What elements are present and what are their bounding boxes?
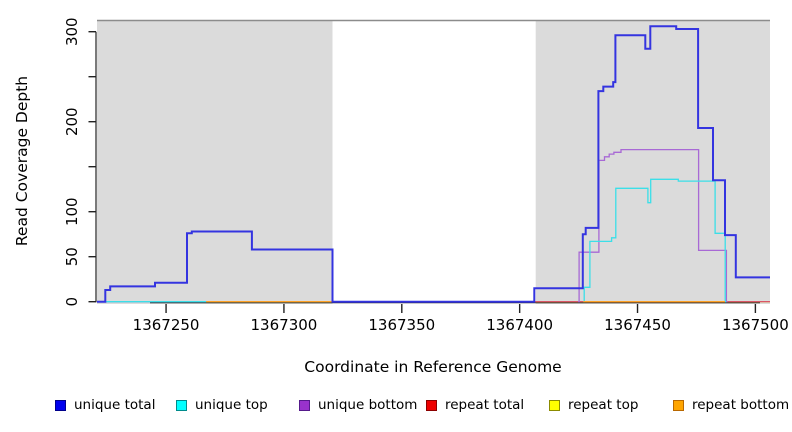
legend-item: repeat top [549,396,638,414]
legend-swatch-icon [673,399,684,411]
x-tick-label: 1367350 [368,316,435,334]
y-tick-label: 200 [63,107,81,136]
legend-label: repeat bottom [692,397,790,413]
x-tick-label: 1367400 [486,316,553,334]
series-lines [97,25,770,303]
shaded-regions [97,20,770,304]
legend-label: unique total [74,397,156,413]
legend-item: unique top [176,396,268,414]
shaded-region [97,20,333,304]
shaded-region [535,20,770,304]
series-line-unique-top [583,178,727,303]
y-tick-label: 50 [63,247,81,266]
legend-swatch-icon [176,399,187,411]
legend-label: repeat top [568,397,639,413]
legend-swatch-icon [549,399,560,411]
y-tick-label: 100 [63,197,81,226]
legend: unique total unique top unique bottom repea… [0,396,792,420]
y-axis-title: Read Coverage Depth [13,76,31,246]
x-tick-label: 1367500 [722,316,789,334]
legend-label: unique top [195,397,268,413]
x-tick-label: 1367300 [251,316,318,334]
x-axis-title: Coordinate in Reference Genome [304,358,561,376]
legend-swatch-icon [55,399,66,411]
tick-labels: 1367250 1367300 1367350 1367400 1367450 13675… [63,17,789,334]
legend-label: unique bottom [318,397,418,413]
legend-swatch-icon [299,399,310,411]
y-tick-label: 0 [63,297,81,307]
chart-svg: 1367250 1367300 1367350 1367400 1367450 13675… [13,17,789,376]
legend-swatch-icon [426,399,437,411]
legend-item: unique total [55,396,155,414]
series-line-unique-bottom [578,148,728,303]
legend-item: repeat bottom [673,396,789,414]
legend-item: repeat total [426,396,524,414]
series-line-unique-total [97,25,770,303]
x-tick-label: 1367450 [604,316,671,334]
x-tick-label: 1367250 [133,316,200,334]
y-tick-label: 300 [63,17,81,46]
legend-item: unique bottom [299,396,417,414]
legend-label: repeat total [445,397,525,413]
